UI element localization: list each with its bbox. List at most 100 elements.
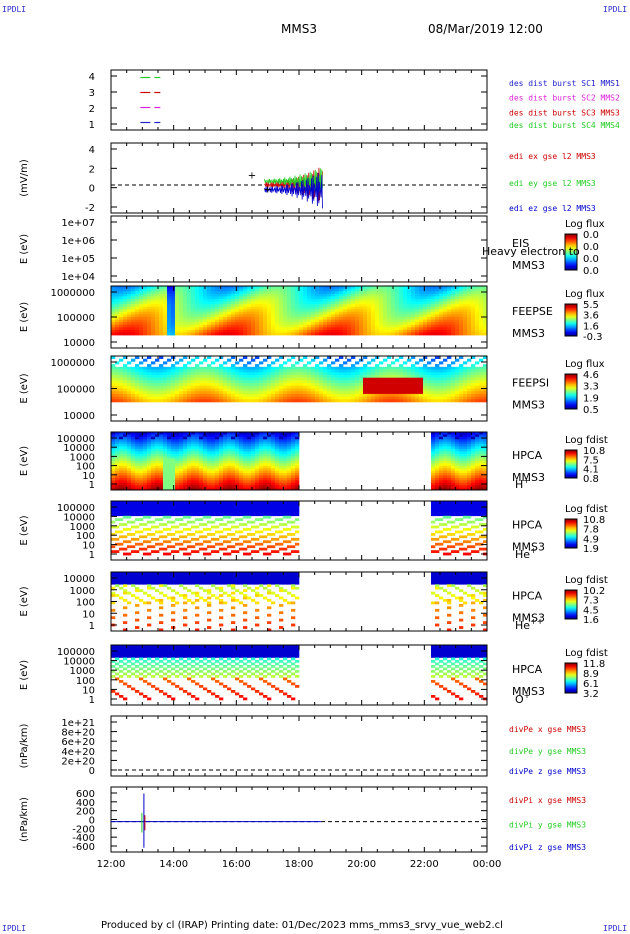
feepsi-cell <box>239 366 244 370</box>
feepsi-cell <box>347 358 352 362</box>
feepse-cell <box>363 309 368 313</box>
feepse-cell <box>119 317 124 320</box>
feepsi-cell <box>379 375 384 378</box>
hpca-h-cell <box>159 465 164 469</box>
hpca-h-cell <box>483 463 488 467</box>
feepse-cell <box>427 306 432 310</box>
feepse-cell <box>191 286 196 289</box>
feepsi-cell <box>387 364 392 368</box>
feepse-cell <box>363 306 368 310</box>
feepsi-cell <box>195 366 200 370</box>
feepse-cell <box>287 286 292 289</box>
feepse-cell <box>139 309 144 313</box>
feepsi-cell <box>427 396 432 400</box>
feepse-cell <box>375 332 380 336</box>
hpca-h-cell <box>203 470 208 474</box>
hpca-h-cell <box>139 480 144 483</box>
feepsi-cell <box>311 369 316 373</box>
hpca-h-cell <box>291 468 296 471</box>
feepse-cell <box>399 304 404 307</box>
feepse-cell <box>243 309 248 313</box>
hpca-h-cell <box>127 463 132 467</box>
feepse-cell <box>367 319 372 323</box>
feepse-cell <box>463 324 468 328</box>
feepse-cell <box>263 332 268 336</box>
feepsi-cell <box>407 372 412 376</box>
feepsi-cell <box>147 375 152 378</box>
hpca-h-cell <box>195 485 200 488</box>
feepsi-cell <box>243 375 248 378</box>
feepse-cell <box>339 288 344 292</box>
feepse-cell <box>355 306 360 310</box>
feepsi-cell <box>159 356 164 359</box>
feepsi-cell <box>187 385 192 389</box>
feepsi-cell <box>383 399 388 403</box>
feepse-cell <box>175 322 180 326</box>
feepse-cell <box>455 309 460 313</box>
feepse-cell <box>115 324 120 328</box>
feepse-cell <box>447 317 452 320</box>
feepsi-cell <box>119 375 124 378</box>
feepsi-cell <box>235 380 240 384</box>
feepse-cell <box>231 332 236 336</box>
feepse-cell <box>119 332 124 336</box>
feepse-cell <box>271 288 276 292</box>
feepse-cell <box>351 324 356 328</box>
feepse-cell <box>223 286 228 289</box>
hpca-h-cell <box>463 448 468 452</box>
hpca-h-cell <box>275 458 280 462</box>
feepse-cell <box>423 306 428 310</box>
feepse-cell <box>455 286 460 289</box>
hpca-h-cell <box>163 439 168 442</box>
feepse-cell <box>383 306 388 310</box>
hpca-h-cell <box>471 463 476 467</box>
feepse-cell <box>235 327 240 331</box>
feepsi-cell <box>159 369 164 373</box>
feepse-cell <box>387 304 392 307</box>
feepse-cell <box>387 306 392 310</box>
feepse-cell <box>403 324 408 328</box>
feepse-cell <box>191 329 196 333</box>
hpca-h-cell <box>263 487 268 491</box>
hpca-h-cell <box>195 453 200 457</box>
hpca-h-cell <box>143 468 148 471</box>
hpca-h-cell <box>271 436 276 440</box>
feepsi-cell <box>459 380 464 384</box>
hpca-h-cell <box>283 456 288 459</box>
feepse-cell <box>387 291 392 295</box>
feepsi-cell <box>155 399 160 403</box>
feepse-cell <box>447 319 452 323</box>
feepse-cell <box>467 319 472 323</box>
hpca-h-cell <box>207 453 212 457</box>
feepse-cell <box>167 309 172 313</box>
feepse-cell <box>223 304 228 307</box>
hpca-h-cell <box>295 439 300 442</box>
feepse-cell <box>447 286 452 289</box>
feepsi-cell <box>299 375 304 378</box>
feepsi-cell <box>283 377 288 381</box>
feepsi-cell <box>367 391 372 395</box>
feepse-cell <box>207 327 212 331</box>
feepse-cell <box>155 293 160 297</box>
feepsi-cell <box>191 383 196 387</box>
feepsi-cell <box>247 396 252 400</box>
feepsi-cell <box>455 375 460 378</box>
feepsi-cell <box>375 364 380 368</box>
hpca-h-cell <box>455 480 460 483</box>
feepse-cell <box>331 304 336 307</box>
feepsi-cell <box>251 396 256 400</box>
feepse-cell <box>283 291 288 295</box>
hpca-h-cell <box>271 458 276 462</box>
hpca-h-cell <box>271 439 276 442</box>
feepsi-cell <box>307 366 312 370</box>
feepsi-colorbar-tick: 4.6 <box>583 370 599 381</box>
hpca-h-cell <box>251 446 256 450</box>
hpca-h-cell <box>239 482 244 486</box>
hpca-h-cell <box>139 453 144 457</box>
feepsi-cell <box>387 383 392 387</box>
feepse-cell <box>207 301 212 305</box>
hpca-h-cell <box>275 444 280 447</box>
feepsi-cell <box>387 399 392 403</box>
feepsi-cell <box>443 393 448 397</box>
feepsi-cell <box>411 366 416 370</box>
